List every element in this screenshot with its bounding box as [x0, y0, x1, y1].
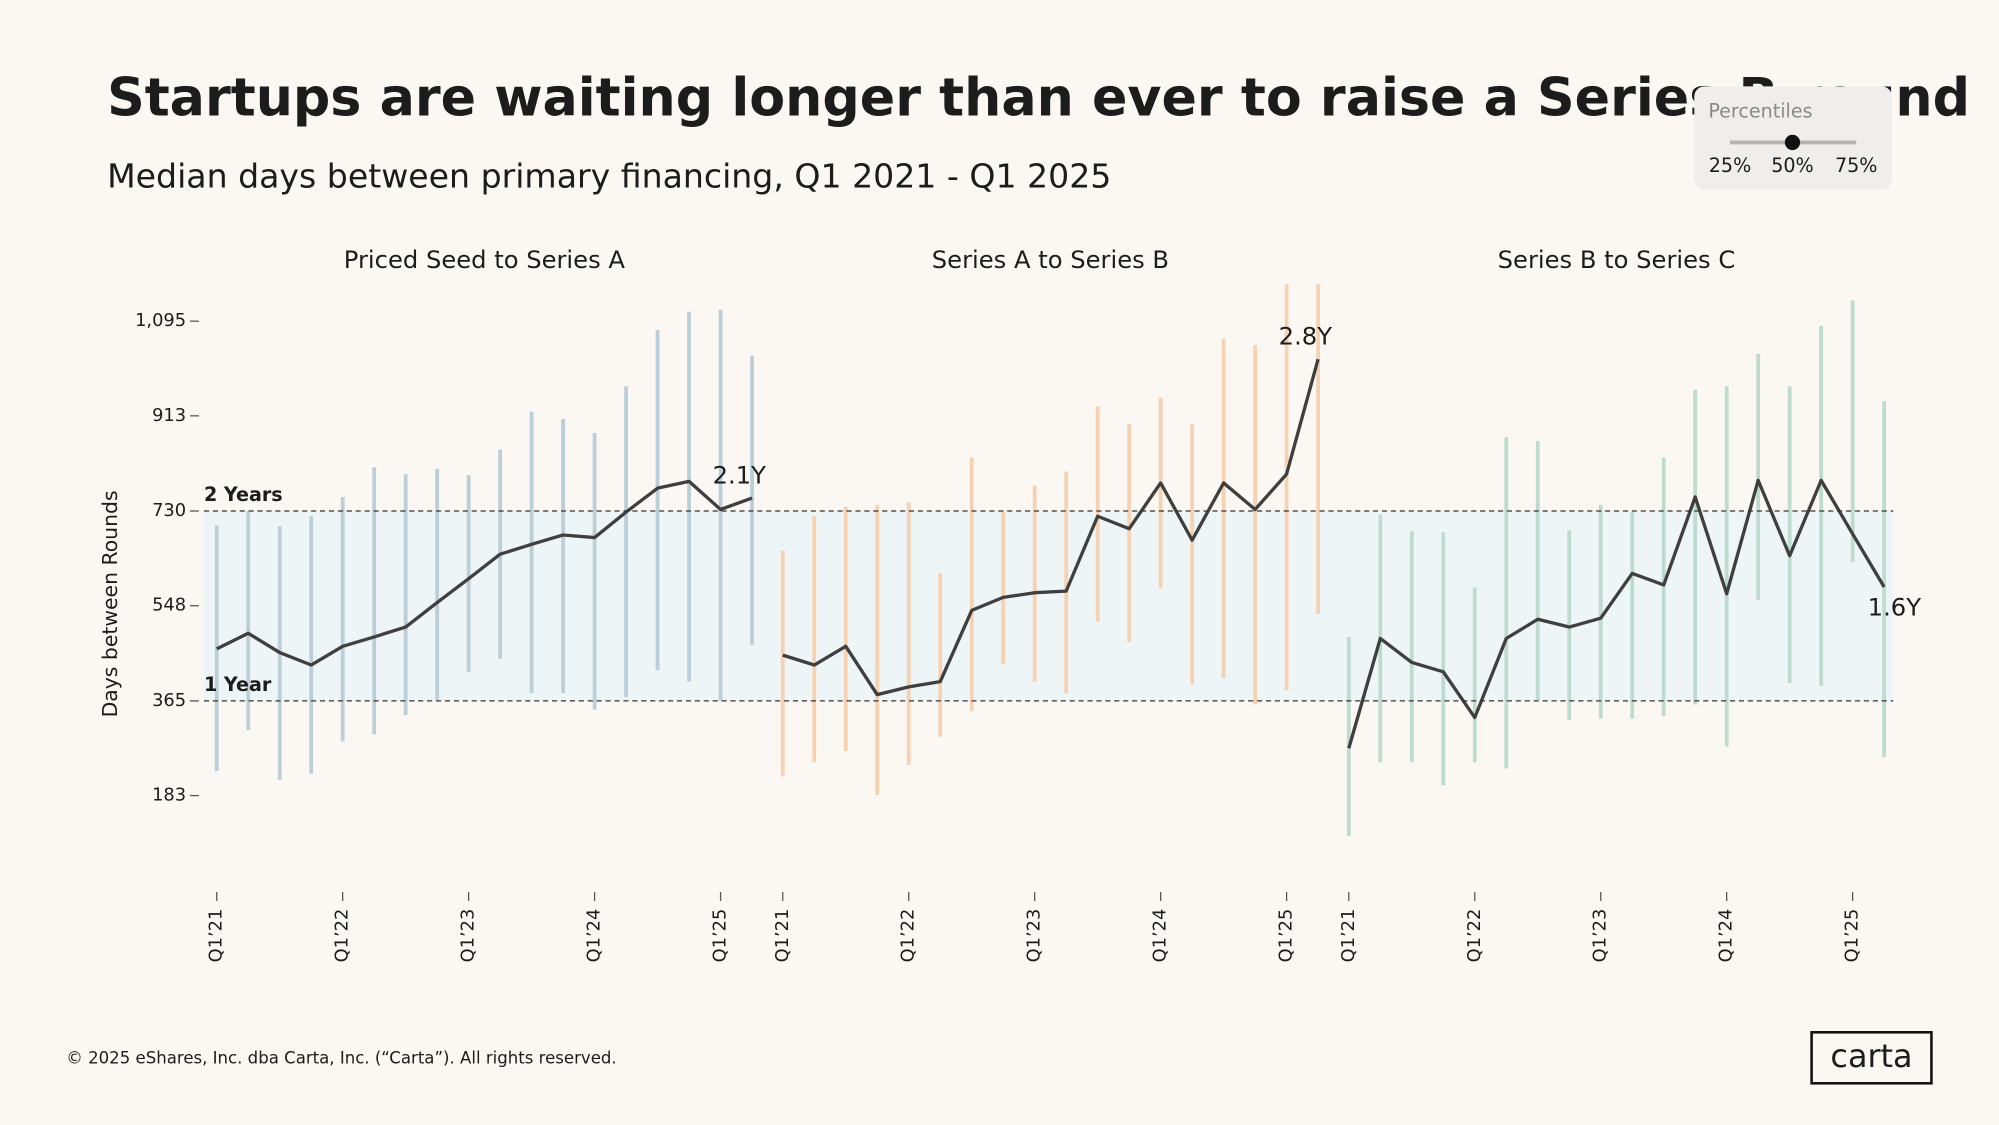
- value-label: 2.1Y: [713, 461, 767, 489]
- x-tick-label: Q1’25: [710, 909, 731, 963]
- x-tick-label: Q1’24: [1716, 909, 1737, 963]
- y-tick-label: 548: [152, 595, 186, 616]
- x-tick-label: Q1’22: [898, 909, 919, 963]
- y-tick-label: 913: [152, 405, 186, 426]
- x-tick-label: Q1’21: [772, 909, 793, 963]
- panel-title: Priced Seed to Series A: [344, 246, 626, 274]
- y-tick-label: 1,095: [135, 310, 186, 331]
- panel-title: Series A to Series B: [932, 246, 1169, 274]
- x-tick-label: Q1’25: [1276, 909, 1297, 963]
- y-axis-label: Days between Rounds: [98, 490, 122, 717]
- control-option[interactable]: 25%: [1709, 154, 1751, 177]
- x-tick-label: Q1’22: [1464, 909, 1485, 963]
- x-tick-label: Q1’24: [1150, 909, 1171, 963]
- control-option[interactable]: 75%: [1835, 154, 1877, 177]
- median-line: [1347, 478, 1886, 749]
- title: Startups are waiting longer than ever to…: [107, 68, 1970, 129]
- panel-title: Series B to Series C: [1498, 246, 1736, 274]
- logo: carta: [1830, 1037, 1912, 1075]
- percentile-control: Percentiles 25% 50% 75%: [1694, 86, 1892, 190]
- x-tick-label: Q1’21: [206, 909, 227, 963]
- median-line: [215, 479, 753, 667]
- x-tick-label: Q1’23: [458, 909, 479, 963]
- x-tick-label: Q1’24: [584, 909, 605, 963]
- footer: © 2025 eShares, Inc. dba Carta, Inc. (“C…: [66, 1049, 616, 1068]
- x-tick-label: Q1’22: [332, 909, 353, 963]
- subtitle: Median days between primary financing, Q…: [107, 157, 1111, 196]
- x-tick-label: Q1’21: [1338, 909, 1359, 963]
- reference-label: 2 Years: [204, 483, 283, 506]
- reference-label: 1 Year: [204, 673, 272, 696]
- x-tick-label: Q1’23: [1590, 909, 1611, 963]
- x-tick-label: Q1’23: [1024, 909, 1045, 963]
- x-tick-label: Q1’25: [1842, 909, 1863, 963]
- logo-box: [1810, 1031, 1933, 1085]
- control-title: Percentiles: [1708, 99, 1812, 122]
- value-label: 1.6Y: [1868, 594, 1922, 622]
- slider-handle[interactable]: [1784, 134, 1801, 151]
- control-option[interactable]: 50%: [1771, 154, 1813, 177]
- median-line: [782, 358, 1320, 697]
- reference-band: [203, 511, 1894, 701]
- y-tick-label: 183: [152, 785, 186, 806]
- y-tick-label: 730: [152, 500, 186, 521]
- y-tick-label: 365: [152, 690, 186, 711]
- value-label: 2.8Y: [1279, 322, 1333, 350]
